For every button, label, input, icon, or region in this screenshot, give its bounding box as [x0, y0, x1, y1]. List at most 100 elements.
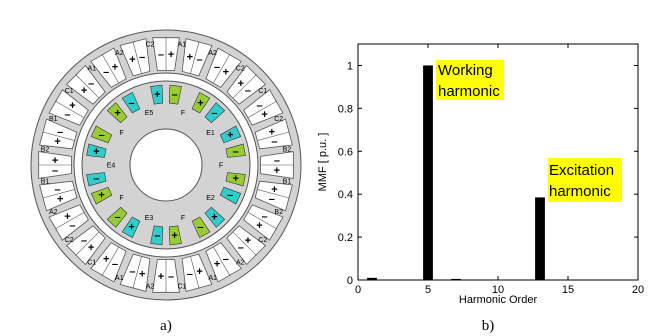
slot-divider — [213, 247, 231, 277]
coil-sign: + — [196, 266, 202, 278]
x-tick-label: 15 — [562, 284, 574, 296]
coil-sign: – — [197, 54, 203, 66]
coil-sign: + — [88, 242, 94, 254]
stator-slot — [90, 47, 127, 88]
coil-sign: + — [238, 78, 244, 90]
coil-sign: – — [223, 254, 229, 266]
stator-slot — [254, 180, 293, 212]
coil-sign: + — [129, 54, 135, 66]
slot-divider — [132, 256, 142, 289]
bar — [423, 65, 433, 280]
rotor-pole-label: E5 — [145, 110, 154, 117]
stator-slot — [39, 180, 78, 212]
rotor-pole-label: F — [119, 130, 123, 137]
rotor-coil-sign: + — [93, 146, 99, 158]
rotor-coil-sign: – — [227, 190, 233, 202]
excitation-line-2: harmonic — [549, 183, 611, 200]
rotor-coil — [225, 143, 246, 158]
rotor-pole-label: F — [119, 195, 123, 202]
coil-sign: + — [274, 165, 280, 177]
rotor-coil — [204, 206, 226, 228]
bar — [367, 277, 377, 280]
rotor-coil — [86, 143, 107, 158]
coil-sign: – — [103, 66, 109, 78]
slot-divider — [75, 74, 100, 99]
stator-slot — [181, 253, 213, 292]
stator-phase-label: C2 — [146, 42, 155, 49]
excitation-line-1: Excitation — [549, 162, 614, 179]
slot-divider — [257, 131, 290, 141]
rotor-coil-sign: – — [115, 211, 121, 223]
coil-sign: + — [223, 66, 229, 78]
stator-phase-label: B1 — [283, 178, 292, 185]
coil-sign: + — [54, 136, 60, 148]
stator-phase-label: B1 — [41, 178, 50, 185]
stator-slot — [254, 118, 293, 150]
excitation-highlight — [548, 158, 622, 202]
harmonic-mmf-chart: 0 0.2 0.4 0.6 0.8 1 0 5 10 15 20 Harmonic Order M… — [317, 43, 644, 306]
rotor-pole-label: E2 — [206, 195, 215, 202]
slot-divider — [54, 100, 84, 118]
x-tick-label: 10 — [492, 284, 504, 296]
rotor-coil-sign: – — [211, 108, 217, 120]
rotor-coil — [121, 216, 141, 239]
rotor-coil-sign: + — [114, 108, 120, 120]
coil-sign: + — [214, 259, 220, 271]
stator-slot — [243, 89, 284, 126]
bar-series — [367, 65, 545, 281]
slot-divider — [190, 41, 200, 74]
stator-slot — [243, 204, 284, 241]
x-axis: 0 5 10 15 20 — [355, 44, 644, 296]
stator-phase-label: A1 — [178, 42, 187, 49]
stator-phase-label: A2 — [146, 283, 155, 290]
y-tick-label: 0.4 — [338, 189, 353, 201]
rotor-coil — [106, 206, 128, 228]
rotor-coil — [225, 172, 246, 187]
y-tick-label: 0.6 — [338, 146, 353, 158]
coil-sign: – — [69, 220, 75, 232]
stator-phase-label: A2 — [236, 259, 245, 266]
shaft-bore — [129, 128, 203, 202]
slot-divider — [213, 53, 231, 83]
slot-divider — [75, 231, 100, 256]
rotor-pole-label: F — [219, 163, 223, 170]
slot-divider — [101, 247, 119, 277]
rotor-pole-label: F — [181, 110, 185, 117]
stator-phase-label: A2 — [115, 50, 124, 57]
rotor-coil — [204, 102, 226, 124]
coil-sign: + — [168, 49, 174, 61]
stator-phase-label: B2 — [274, 209, 283, 216]
slot-divider — [132, 41, 142, 74]
machine-cross-section: – + + –– ++––++––++––++––++––++––++––++––++–… — [30, 29, 302, 301]
coil-sign: – — [274, 155, 280, 167]
coil-sign: – — [52, 165, 58, 177]
coil-sign: – — [271, 136, 277, 148]
coil-sign: + — [158, 271, 164, 283]
rotor-coil-sign: + — [128, 222, 134, 234]
x-tick-label: 0 — [355, 284, 361, 296]
stator-slot — [119, 38, 151, 77]
excitation-harmonic-annotation: Excitation harmonic — [548, 158, 622, 202]
bar — [535, 197, 545, 280]
slot-divider — [232, 231, 257, 256]
slot-divider — [190, 256, 200, 289]
rotor-coil — [219, 186, 242, 205]
rotor-coil-sign: + — [98, 190, 104, 202]
rotor-coil — [150, 225, 164, 246]
y-axis-title: MMF [ p.u. ] — [317, 133, 329, 192]
rotor-pole-label: F — [181, 215, 185, 222]
coil-sign: + — [139, 268, 145, 280]
stator-phase-label: C1 — [258, 88, 267, 95]
rotor-coil-sign: – — [129, 97, 135, 109]
x-tick-label: 5 — [425, 284, 431, 296]
rotor-coil-sign: – — [99, 129, 105, 141]
coil-sign: + — [245, 235, 251, 247]
rotor-pole-label: E1 — [206, 130, 215, 137]
slot-divider — [248, 212, 278, 230]
coil-sign: – — [88, 78, 94, 90]
rotor-coil — [90, 125, 113, 144]
coil-sign: + — [81, 85, 87, 97]
rotor-coil-sign: + — [211, 211, 217, 223]
rotor-coil-sign: – — [154, 230, 160, 242]
stator-phase-label: C1 — [65, 88, 74, 95]
